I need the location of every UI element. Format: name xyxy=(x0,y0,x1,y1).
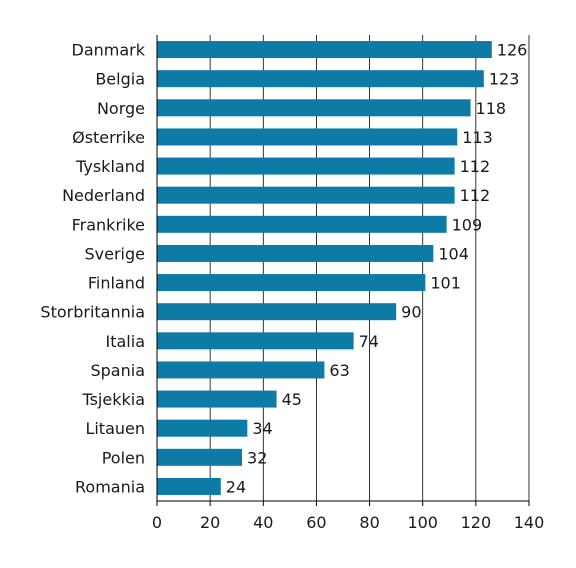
data-label: 126 xyxy=(497,41,528,60)
labels: 0 20 40 60 80 100 120 140 Danmark 126 Belgia 123 Nor… xyxy=(40,41,544,532)
x-tick-label: 20 xyxy=(200,513,220,532)
bar xyxy=(157,244,434,262)
data-label: 32 xyxy=(247,448,267,467)
axes xyxy=(156,35,530,506)
x-tick-label: 40 xyxy=(253,513,273,532)
data-label: 45 xyxy=(282,390,302,409)
data-label: 74 xyxy=(359,332,379,351)
x-tick-label: 140 xyxy=(514,513,545,532)
x-tick-label: 120 xyxy=(461,513,492,532)
data-label: 90 xyxy=(401,303,421,322)
data-label: 113 xyxy=(462,128,493,147)
bar xyxy=(157,274,426,292)
category-label: Litauen xyxy=(85,419,145,438)
bars xyxy=(157,41,492,495)
bar xyxy=(157,477,221,495)
category-label: Italia xyxy=(106,332,146,351)
data-label: 112 xyxy=(460,186,491,205)
bar xyxy=(157,99,471,117)
category-label: Tsjekkia xyxy=(81,390,145,409)
bar xyxy=(157,128,458,146)
bar xyxy=(157,332,354,350)
x-tick-label: 60 xyxy=(306,513,326,532)
data-label: 123 xyxy=(489,70,520,89)
x-tick-label: 80 xyxy=(359,513,379,532)
data-label: 104 xyxy=(438,244,469,263)
data-label: 109 xyxy=(452,215,483,234)
bar xyxy=(157,186,455,204)
category-label: Romania xyxy=(75,477,145,496)
bar xyxy=(157,157,455,175)
x-tick-label: 0 xyxy=(152,513,162,532)
category-label: Østerrike xyxy=(72,128,145,147)
category-label: Tyskland xyxy=(75,157,145,176)
bar xyxy=(157,390,277,408)
category-label: Frankrike xyxy=(72,215,145,234)
bar xyxy=(157,448,243,466)
data-label: 24 xyxy=(226,477,246,496)
data-label: 101 xyxy=(430,274,461,293)
bar xyxy=(157,361,325,379)
bar xyxy=(157,70,484,88)
category-label: Nederland xyxy=(62,186,145,205)
category-label: Sverige xyxy=(85,244,146,263)
category-label: Norge xyxy=(97,99,145,118)
bar xyxy=(157,215,447,233)
category-label: Danmark xyxy=(72,41,146,60)
bar xyxy=(157,303,397,321)
x-tick-label: 100 xyxy=(407,513,438,532)
category-label: Belgia xyxy=(95,70,145,89)
data-label: 118 xyxy=(476,99,507,118)
category-label: Storbritannia xyxy=(40,303,145,322)
category-label: Finland xyxy=(88,274,145,293)
data-label: 112 xyxy=(460,157,491,176)
bar xyxy=(157,419,248,437)
data-label: 63 xyxy=(329,361,349,380)
bar xyxy=(157,41,492,59)
category-label: Spania xyxy=(90,361,145,380)
data-label: 34 xyxy=(252,419,272,438)
category-label: Polen xyxy=(102,448,145,467)
